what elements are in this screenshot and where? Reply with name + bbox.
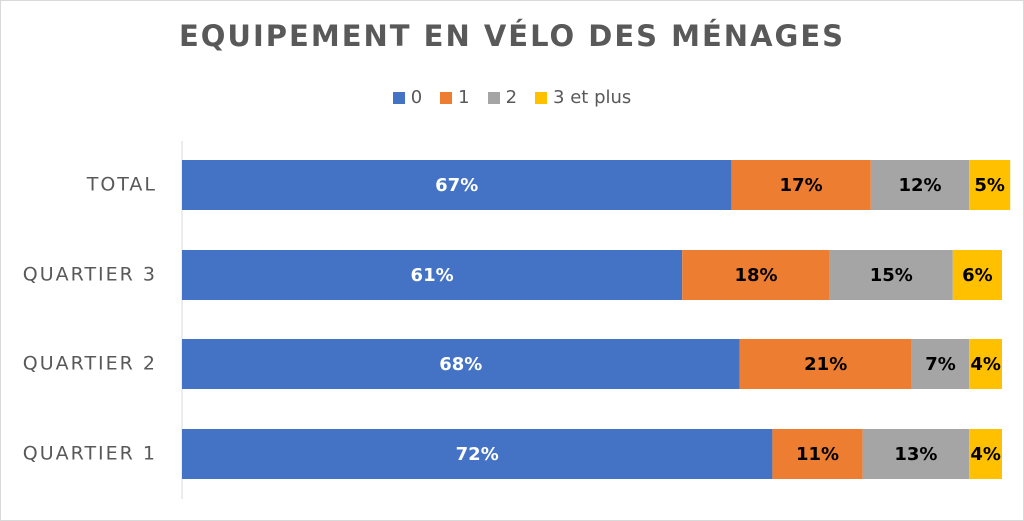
legend-label: 1 <box>458 87 470 108</box>
legend-label: 0 <box>410 87 423 108</box>
data-label: 67% <box>435 175 478 196</box>
legend-item-2: 2 <box>487 87 518 108</box>
legend-swatch <box>487 91 500 104</box>
bar-segment-1 <box>772 429 863 479</box>
data-label: 4% <box>970 354 1001 375</box>
data-label: 6% <box>962 265 993 286</box>
bar-segment-0 <box>182 160 732 210</box>
chart-title: EQUIPEMENT EN VÉLO DES MÉNAGES <box>178 19 846 53</box>
data-label: 12% <box>898 175 941 196</box>
legend-label: 2 <box>505 87 518 108</box>
legend-swatch <box>535 91 548 104</box>
legend-swatch <box>392 91 405 104</box>
data-label: 61% <box>411 265 454 286</box>
legend-item-1: 1 <box>440 87 470 108</box>
data-label: 72% <box>456 444 499 465</box>
category-tick-label: TOTAL <box>86 174 157 196</box>
bar-segment-1 <box>731 160 871 210</box>
data-label: 15% <box>870 265 913 286</box>
bar-segment-0 <box>182 429 773 479</box>
bar-segment-3 <box>969 429 1002 479</box>
bar-segment-3 <box>969 339 1002 389</box>
data-label: 17% <box>780 175 823 196</box>
data-label: 68% <box>439 354 482 375</box>
data-label: 5% <box>974 175 1005 196</box>
bar-segment-2 <box>911 339 970 389</box>
bar-segment-2 <box>870 160 970 210</box>
data-label: 11% <box>796 444 839 465</box>
category-tick-label: QUARTIER 3 <box>23 264 157 286</box>
category-tick-label: QUARTIER 2 <box>23 353 157 375</box>
bar-segment-3 <box>969 160 1011 210</box>
bar-segment-2 <box>862 429 970 479</box>
category-tick-label: QUARTIER 1 <box>23 443 157 465</box>
bar-segment-0 <box>182 250 683 300</box>
data-label: 13% <box>894 444 937 465</box>
bar-segment-2 <box>829 250 953 300</box>
legend-item-3: 3 et plus <box>535 87 631 108</box>
bar-segment-3 <box>952 250 1002 300</box>
data-label: 18% <box>734 265 777 286</box>
legend: 0 1 2 3 et plus <box>1 87 1023 108</box>
bar-segment-1 <box>682 250 830 300</box>
data-label: 4% <box>970 444 1001 465</box>
legend-item-0: 0 <box>392 87 423 108</box>
legend-label: 3 et plus <box>553 87 632 108</box>
data-label: 21% <box>804 354 847 375</box>
bar-segment-0 <box>182 339 740 389</box>
legend-swatch <box>440 91 453 104</box>
data-label: 7% <box>925 354 956 375</box>
bar-segment-1 <box>739 339 912 389</box>
